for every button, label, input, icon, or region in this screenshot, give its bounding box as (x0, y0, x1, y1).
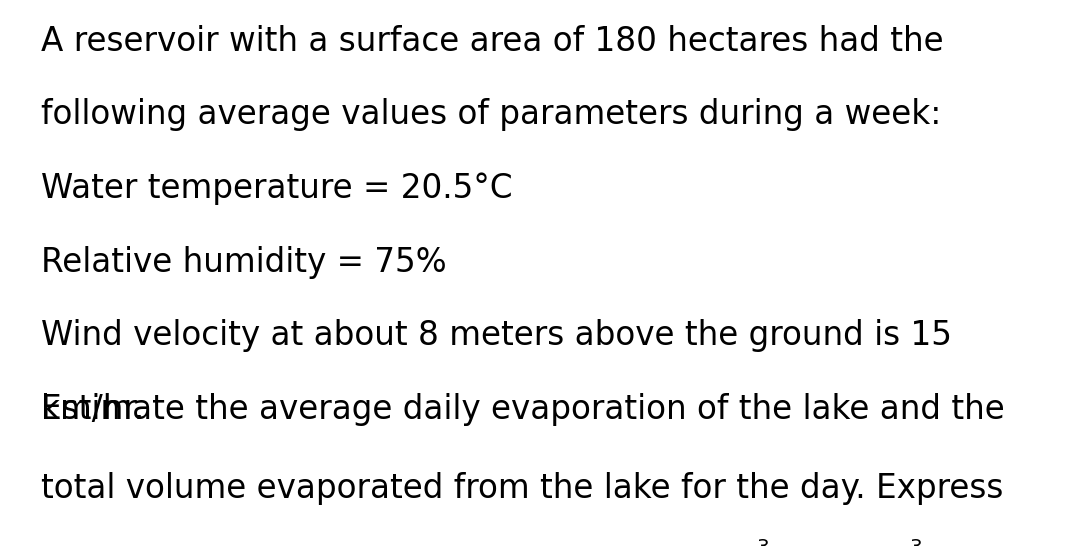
Text: Wind velocity at about 8 meters above the ground is 15: Wind velocity at about 8 meters above th… (41, 319, 953, 352)
Text: total volume evaporated from the lake for the day. Express: total volume evaporated from the lake fo… (41, 472, 1003, 505)
Text: 3: 3 (909, 538, 922, 546)
Text: A reservoir with a surface area of 180 hectares had the: A reservoir with a surface area of 180 h… (41, 25, 944, 57)
Text: km/hr.: km/hr. (41, 393, 145, 426)
Text: Relative humidity = 75%: Relative humidity = 75% (41, 246, 447, 278)
Text: Water temperature = 20.5°C: Water temperature = 20.5°C (41, 172, 513, 205)
Text: following average values of parameters during a week:: following average values of parameters d… (41, 98, 942, 131)
Text: 3: 3 (756, 538, 769, 546)
Text: Estimate the average daily evaporation of the lake and the: Estimate the average daily evaporation o… (41, 393, 1004, 426)
